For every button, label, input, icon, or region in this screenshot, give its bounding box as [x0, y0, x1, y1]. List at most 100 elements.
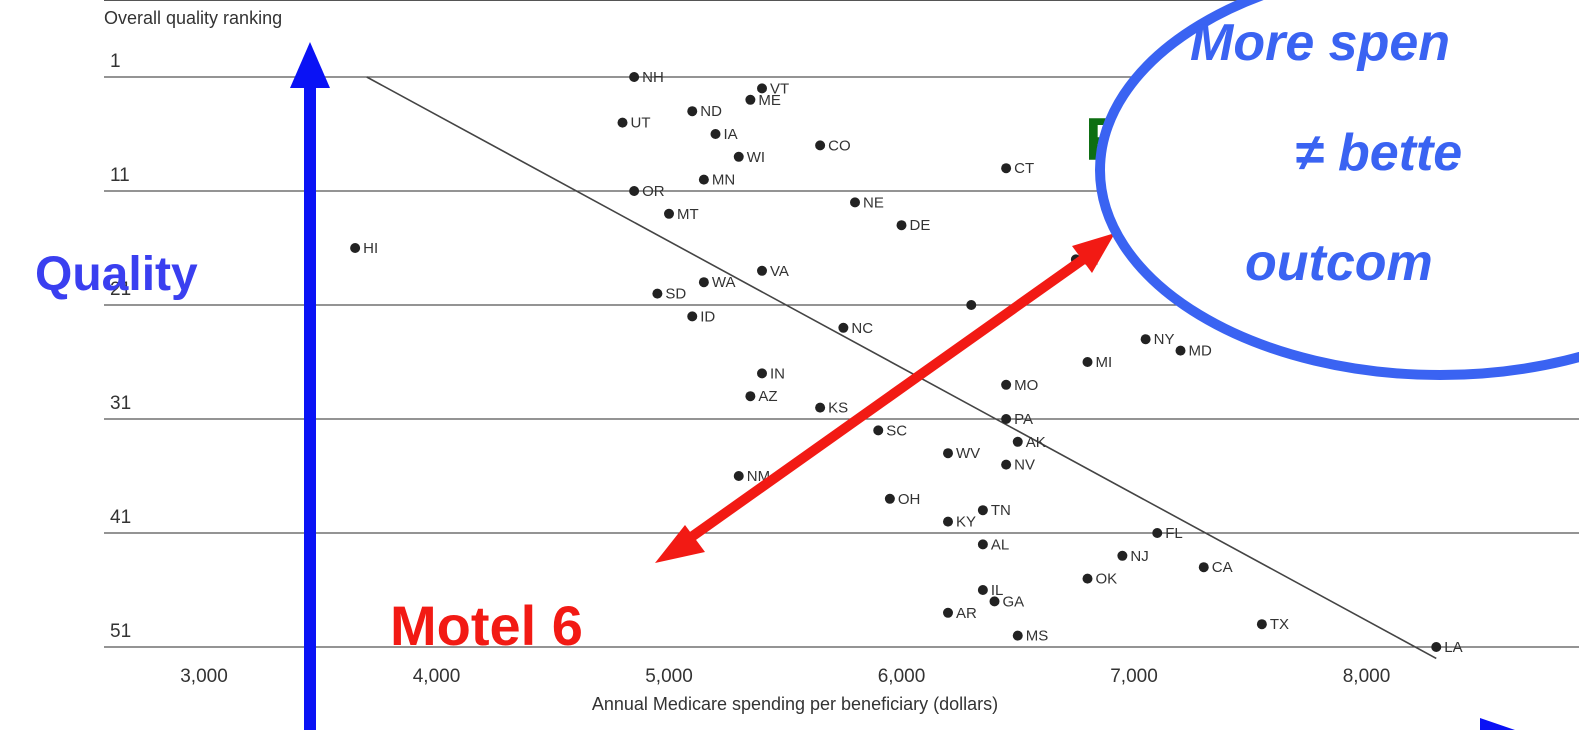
data-point-label: UT — [631, 115, 651, 132]
y-tick-label: 31 — [110, 393, 131, 414]
quality-arrow — [290, 42, 330, 730]
y-tick-label: 41 — [110, 507, 131, 528]
callout-line-2: ≠ bette — [1295, 124, 1462, 182]
data-point — [745, 391, 756, 402]
data-point-label: CA — [1212, 559, 1233, 576]
data-point — [1001, 459, 1012, 470]
grid-lines — [104, 0, 1579, 648]
data-point-label: TX — [1270, 616, 1289, 633]
data-point-label: TN — [991, 502, 1011, 519]
data-point — [1140, 334, 1151, 345]
motel-6-label: Motel 6 — [390, 594, 583, 657]
data-point — [1012, 436, 1023, 447]
data-point-label: MS — [1026, 628, 1049, 645]
data-point — [943, 607, 953, 618]
data-point-label: AK — [1026, 434, 1046, 451]
data-point-label: MO — [1014, 377, 1038, 394]
y-tick-label: 11 — [110, 165, 130, 186]
data-point-label: NY — [1154, 331, 1175, 348]
data-point — [698, 174, 709, 185]
x-axis-title: Annual Medicare spending per beneficiary… — [592, 694, 998, 714]
data-point-label: AR — [956, 605, 977, 622]
data-point-label: ND — [700, 103, 722, 120]
data-point — [815, 140, 826, 151]
data-point-label: CT — [1014, 160, 1034, 177]
data-point-label: KY — [956, 514, 976, 531]
data-point — [745, 94, 756, 105]
data-point-label: VT — [770, 80, 789, 97]
data-point — [896, 220, 907, 231]
data-point-label: DE — [910, 217, 931, 234]
data-point — [652, 288, 663, 299]
data-point — [977, 505, 988, 516]
data-point-label: OR — [642, 183, 665, 200]
x-tick-label: 3,000 — [180, 666, 228, 687]
data-point-label: NJ — [1130, 548, 1148, 565]
data-point — [977, 585, 988, 595]
data-point — [838, 322, 849, 333]
y-tick-label: 1 — [110, 51, 121, 72]
data-point — [757, 265, 767, 276]
x-tick-labels: 3,000 4,000 5,000 6,000 7,000 8,000 — [180, 666, 1390, 687]
data-point — [1082, 357, 1093, 367]
data-point-label: MI — [1096, 354, 1113, 371]
x-tick-label: 6,000 — [878, 666, 926, 687]
data-point — [1012, 630, 1023, 641]
data-point — [629, 72, 640, 82]
x-tick-label: 8,000 — [1343, 666, 1391, 687]
data-point — [687, 311, 698, 322]
data-point — [1152, 528, 1163, 538]
data-point-label: IN — [770, 365, 785, 382]
data-point — [350, 243, 361, 253]
x-tick-label: 4,000 — [413, 666, 461, 687]
data-point-label: PA — [1014, 411, 1033, 428]
callout-line-3: outcom — [1245, 234, 1433, 292]
x-tick-label: 5,000 — [645, 666, 693, 687]
data-point-label: WV — [956, 445, 980, 462]
data-point-label: NH — [642, 69, 664, 86]
data-point-label: CO — [828, 137, 851, 154]
cropped-arrow-icon — [1480, 718, 1515, 730]
data-point — [617, 117, 628, 128]
data-point-label: KS — [828, 400, 848, 417]
data-point — [943, 448, 953, 459]
data-point — [943, 516, 953, 527]
data-point-label: FL — [1165, 525, 1183, 542]
value-arrow — [655, 233, 1115, 563]
data-point-label: MN — [712, 172, 735, 189]
data-point — [757, 83, 767, 94]
x-tick-label: 7,000 — [1110, 666, 1158, 687]
data-point-label: GA — [1003, 593, 1025, 610]
data-point-label: LA — [1444, 639, 1462, 656]
data-point — [733, 471, 744, 481]
data-point — [1431, 642, 1442, 652]
data-point — [687, 106, 698, 117]
data-point — [815, 402, 826, 413]
quality-label: Quality — [35, 248, 198, 301]
data-point-label: VA — [770, 263, 789, 280]
data-point — [1198, 562, 1209, 573]
data-point-label: AL — [991, 536, 1009, 553]
data-point — [757, 368, 767, 379]
data-point — [989, 596, 1000, 607]
trend-line-group — [366, 76, 1437, 660]
data-points: NHVTMENDUTIACOWICTMNORNEMTDEHIRIVAWASDID… — [350, 69, 1463, 656]
data-point-label: SC — [886, 422, 907, 439]
data-point-label: NC — [851, 320, 873, 337]
data-point-label: OK — [1096, 571, 1118, 588]
data-point — [1175, 345, 1186, 356]
data-point — [1117, 550, 1128, 561]
data-point — [629, 186, 640, 196]
callout-line-1: More spen — [1190, 14, 1450, 72]
data-point — [850, 197, 860, 208]
data-point — [1256, 619, 1267, 630]
data-point-label: IA — [724, 126, 738, 143]
data-point-label: NV — [1014, 457, 1035, 474]
data-point — [884, 493, 895, 504]
y-axis-title: Overall quality ranking — [104, 8, 282, 28]
data-point-label: AZ — [758, 388, 777, 405]
y-tick-label: 21 — [110, 279, 131, 300]
data-point-label: WA — [712, 274, 736, 291]
